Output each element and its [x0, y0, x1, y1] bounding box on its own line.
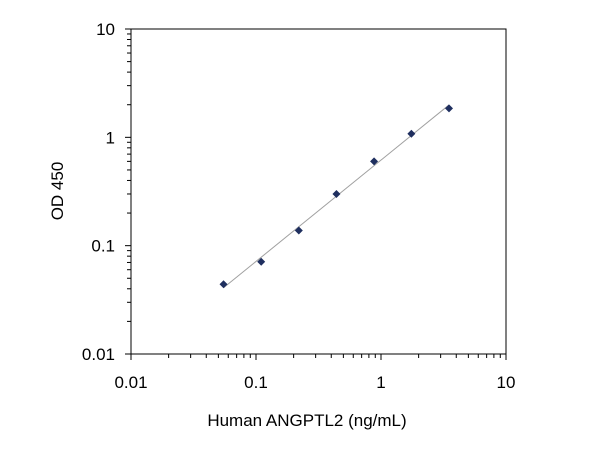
y-axis-tick-labels: 0.01 0.1 1 10	[82, 20, 115, 364]
x-tick-label: 0.01	[114, 373, 147, 392]
data-point-marker	[445, 104, 454, 113]
data-point-marker	[407, 129, 416, 138]
data-point-marker	[257, 257, 266, 266]
plot-area	[130, 28, 507, 355]
x-tick-label: 1	[376, 373, 385, 392]
x-axis-minor-ticks	[130, 354, 507, 360]
x-axis-title: Human ANGPTL2 (ng/mL)	[207, 411, 406, 430]
y-tick-label: 0.01	[82, 345, 115, 364]
data-point-marker	[294, 226, 303, 235]
y-tick-label: 1	[106, 128, 115, 147]
data-point-marker	[370, 157, 379, 166]
data-point-marker	[219, 280, 228, 289]
data-point-marker	[332, 189, 341, 198]
x-tick-label: 10	[497, 373, 516, 392]
x-tick-label: 0.1	[244, 373, 268, 392]
plot-border	[130, 28, 507, 355]
x-axis-tick-labels: 0.01 0.1 1 10	[114, 373, 515, 392]
y-axis-minor-ticks	[125, 28, 131, 355]
y-axis-title: OD 450	[48, 162, 67, 221]
y-tick-label: 10	[96, 20, 115, 39]
y-tick-label: 0.1	[91, 237, 115, 256]
data-points	[219, 104, 454, 289]
